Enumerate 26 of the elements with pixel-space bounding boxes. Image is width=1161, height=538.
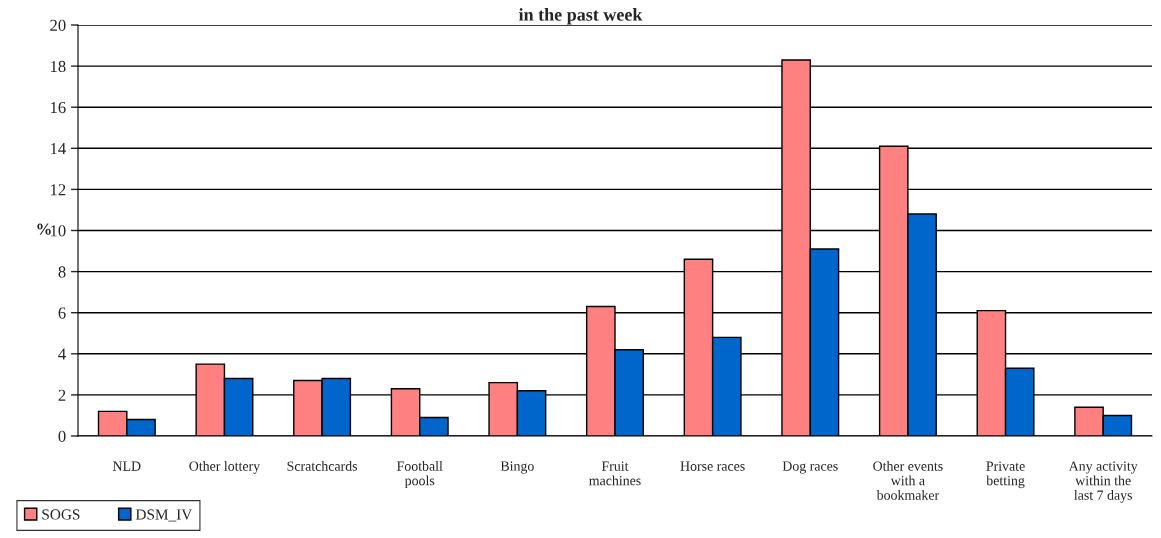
- y-tick-label: 14: [50, 143, 66, 155]
- y-tick-label: 10: [50, 225, 66, 237]
- x-tick-label: Fruit machines: [589, 461, 641, 486]
- y-tick-label: 20: [50, 19, 66, 31]
- y-axis-title: %: [37, 223, 51, 235]
- x-tick-label: NLD: [112, 461, 141, 471]
- y-tick-label: 4: [58, 348, 66, 360]
- chart-title: in the past week: [518, 8, 643, 25]
- y-tick-label: 16: [50, 101, 66, 114]
- x-tick-label: Horse races: [680, 461, 745, 471]
- x-tick-label: Private betting: [986, 461, 1025, 489]
- legend-label: SOGS: [42, 509, 80, 520]
- y-tick-label: 8: [58, 266, 66, 278]
- x-tick-label: Other lottery: [189, 461, 261, 474]
- y-tick-label: 6: [58, 307, 66, 319]
- x-tick-label: Scratchcards: [287, 461, 358, 471]
- x-tick-label: Any activity within the last 7 days: [1068, 461, 1138, 503]
- y-tick-label: 12: [50, 184, 66, 196]
- x-tick-label: Dog races: [782, 461, 838, 474]
- x-tick-label: Other events with a bookmaker: [873, 461, 943, 500]
- legend-label: DSM_IV: [135, 509, 193, 522]
- y-tick-label: 0: [58, 430, 66, 442]
- y-tick-label: 2: [58, 389, 66, 401]
- x-tick-label: Football pools: [396, 461, 443, 489]
- x-tick-label: Bingo: [500, 461, 534, 474]
- y-tick-label: 18: [50, 60, 66, 73]
